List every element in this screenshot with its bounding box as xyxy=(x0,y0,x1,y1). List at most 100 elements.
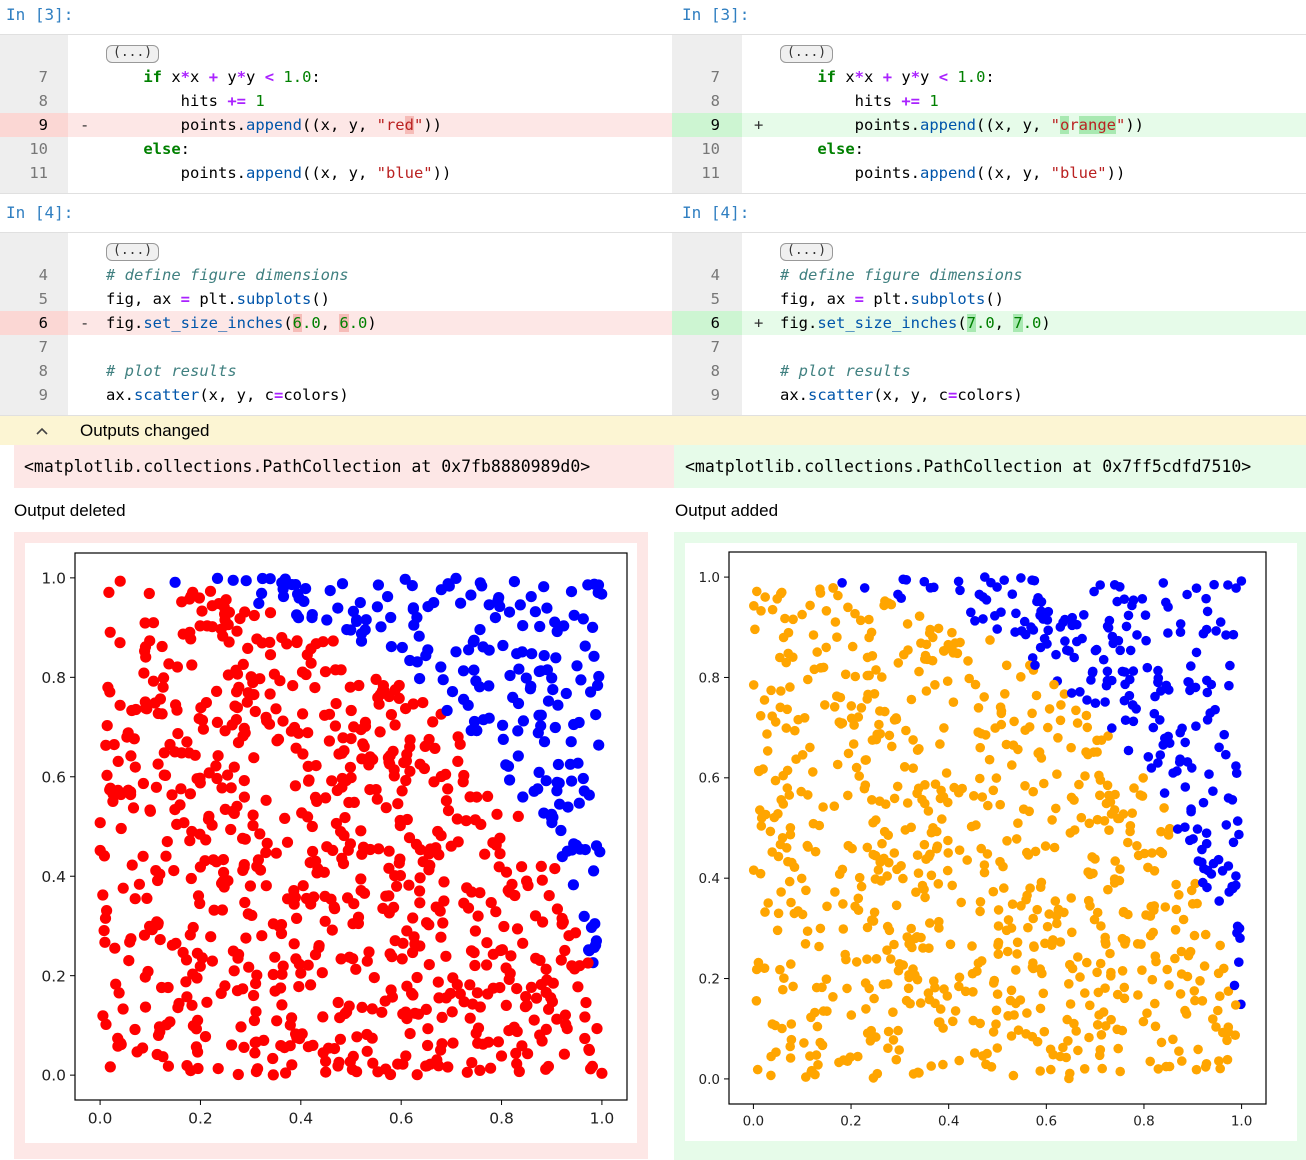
point-inside xyxy=(782,765,793,776)
point-inside xyxy=(1074,779,1084,790)
point-inside xyxy=(1095,790,1105,801)
point-inside xyxy=(1064,1073,1074,1084)
point-inside xyxy=(320,1055,332,1067)
point-inside xyxy=(830,887,840,897)
point-outside xyxy=(497,733,509,745)
point-inside xyxy=(1008,1070,1019,1081)
point-outside xyxy=(471,724,483,737)
point-inside xyxy=(1040,938,1050,949)
point-inside xyxy=(407,912,419,924)
point-inside xyxy=(812,1021,823,1032)
point-outside xyxy=(497,719,509,731)
point-inside xyxy=(311,795,323,807)
point-outside xyxy=(503,606,516,618)
point-inside xyxy=(893,1025,903,1036)
point-inside xyxy=(543,890,555,902)
point-inside xyxy=(1012,937,1023,948)
point-inside xyxy=(925,624,935,635)
point-outside xyxy=(514,599,526,611)
added-line-6: 6 + fig.set_size_inches(7.0, 7.0) xyxy=(672,311,1306,335)
point-outside xyxy=(407,602,419,614)
point-outside xyxy=(1082,695,1092,705)
point-inside xyxy=(1088,868,1098,879)
code-cell-3-right[interactable]: (...) 7 if x*x + y*y < 1.0: 8 hits += 1 … xyxy=(672,34,1306,194)
point-inside xyxy=(540,963,552,975)
point-inside xyxy=(1230,1000,1241,1010)
point-inside xyxy=(880,706,890,717)
point-inside xyxy=(380,802,392,814)
point-outside xyxy=(1128,595,1139,605)
point-inside xyxy=(1021,1029,1031,1039)
collapsed-lines-button[interactable]: (...) xyxy=(106,45,160,63)
point-inside xyxy=(329,664,342,676)
chevron-up-icon[interactable] xyxy=(34,416,52,454)
point-inside xyxy=(293,958,305,970)
code-cell-4-left[interactable]: (...) 4 # define figure dimensions 5 fig, … xyxy=(0,232,672,416)
point-inside xyxy=(438,876,450,888)
point-inside xyxy=(969,791,979,801)
code-line-5: 5 fig, ax = plt.subplots() xyxy=(38,290,330,308)
point-inside xyxy=(748,865,759,875)
point-inside xyxy=(932,841,943,851)
point-inside xyxy=(1150,1021,1161,1032)
code-line-7: 7 xyxy=(38,338,48,356)
point-inside xyxy=(1012,949,1022,959)
point-inside xyxy=(358,887,371,899)
code-line-5: 5 fig, ax = plt.subplots() xyxy=(710,290,1004,308)
outputs-changed-header[interactable]: Outputs changed xyxy=(0,416,1306,445)
point-inside xyxy=(350,963,362,975)
point-inside xyxy=(427,716,439,728)
point-inside xyxy=(935,1004,946,1014)
point-inside xyxy=(322,1042,335,1054)
point-inside xyxy=(1022,890,1032,901)
point-inside xyxy=(117,882,129,894)
point-inside xyxy=(1106,971,1116,981)
point-inside xyxy=(1100,1021,1111,1031)
point-inside xyxy=(372,692,384,704)
collapsed-lines-button[interactable]: (...) xyxy=(780,45,834,63)
point-inside xyxy=(760,592,770,602)
point-inside xyxy=(886,599,897,610)
code-cell-3-left[interactable]: (...) 7 if x*x + y*y < 1.0: 8 hits += 1 … xyxy=(0,34,672,194)
collapsed-lines-button[interactable]: (...) xyxy=(106,243,160,261)
point-inside xyxy=(1003,1011,1013,1021)
point-inside xyxy=(347,918,359,930)
point-inside xyxy=(913,783,924,794)
point-inside xyxy=(1006,985,1017,996)
axes-frame xyxy=(728,551,1267,1105)
point-inside xyxy=(457,776,469,788)
point-outside xyxy=(992,624,1002,634)
collapsed-lines-button[interactable]: (...) xyxy=(780,243,834,261)
y-tick-label: 0.8 xyxy=(41,669,66,687)
point-outside xyxy=(571,660,583,672)
point-outside xyxy=(512,725,524,737)
point-inside xyxy=(1189,930,1200,941)
point-outside xyxy=(1193,856,1204,866)
point-inside xyxy=(773,908,784,919)
diff-right-column: In [3]: (...) 7 if x*x + y*y < 1.0: 8 hi… xyxy=(672,0,1306,416)
code-cell-4-right[interactable]: (...) 4 # define figure dimensions 5 fig, … xyxy=(672,232,1306,416)
point-inside xyxy=(904,972,914,983)
point-inside xyxy=(579,1032,591,1045)
point-inside xyxy=(319,709,331,721)
point-inside xyxy=(561,1023,573,1035)
point-inside xyxy=(865,1036,876,1046)
point-outside xyxy=(592,679,604,691)
point-inside xyxy=(254,828,266,840)
point-inside xyxy=(171,661,183,673)
point-inside xyxy=(288,885,300,897)
point-inside xyxy=(1065,959,1075,970)
point-inside xyxy=(877,672,887,682)
point-inside xyxy=(788,614,798,625)
point-outside xyxy=(582,579,594,591)
point-outside xyxy=(1235,933,1245,943)
point-inside xyxy=(1094,770,1104,781)
point-inside xyxy=(260,880,272,892)
point-outside xyxy=(837,578,847,588)
point-inside xyxy=(947,880,957,891)
point-inside xyxy=(789,862,800,872)
point-inside xyxy=(976,843,986,854)
point-inside xyxy=(1222,1054,1233,1065)
point-outside xyxy=(529,606,541,618)
point-inside xyxy=(161,836,173,848)
